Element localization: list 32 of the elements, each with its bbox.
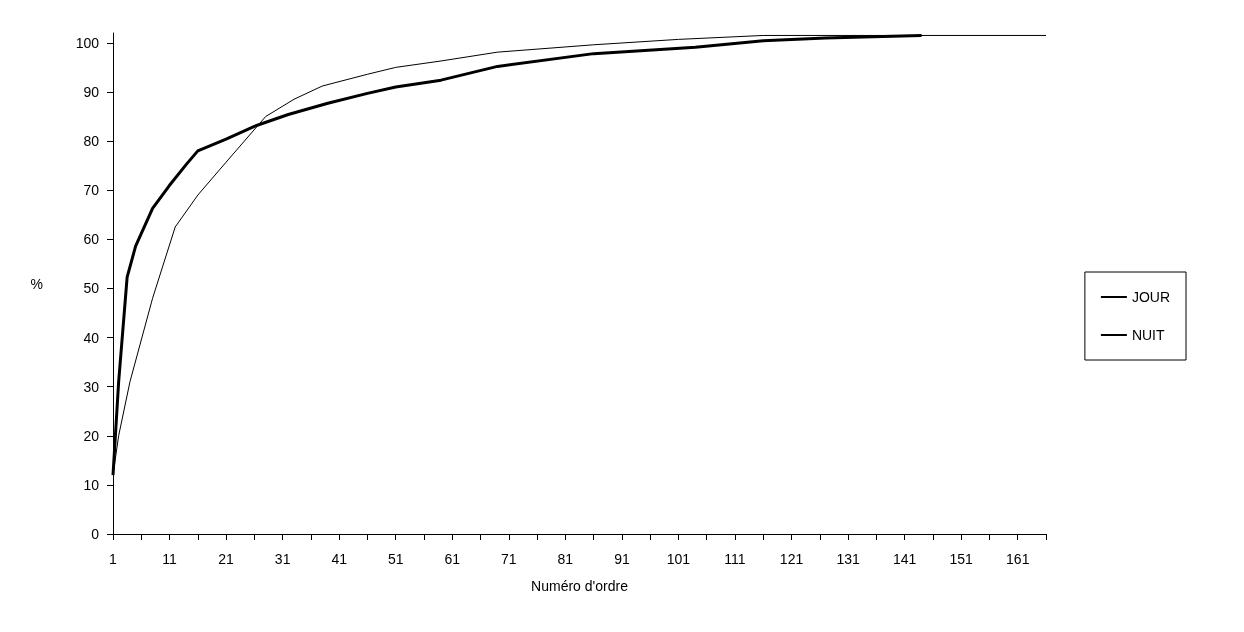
x-tick-label: 141 [892,551,917,567]
x-tick-label: 131 [836,551,860,567]
x-tick-label: 31 [274,551,291,567]
y-tick-label: 20 [83,427,100,444]
legend-label: NUIT [1131,327,1165,343]
x-tick-label: 11 [162,551,178,567]
x-tick-label: 101 [666,551,691,567]
y-axis-title: % [30,275,43,292]
y-tick-label: 90 [83,83,100,100]
x-tick-label: 111 [724,551,746,567]
x-tick-label: 51 [387,551,404,567]
y-tick-label: 50 [83,280,100,297]
y-tick-label: 100 [75,34,100,51]
x-tick-label: 21 [218,551,235,567]
y-tick-label: 0 [91,526,100,542]
legend-label: JOUR [1131,289,1171,305]
x-tick-label: 81 [557,551,574,567]
y-tick-label: 80 [83,133,100,150]
x-tick-label: 71 [501,551,517,567]
y-tick-label: 30 [83,378,100,395]
x-tick-label: 161 [1006,551,1030,567]
x-axis-title: Numéro d'ordre [531,578,629,594]
x-tick-label: 91 [614,551,630,567]
x-tick-label: 1 [109,551,118,567]
y-tick-label: 60 [83,231,100,248]
y-tick-label: 10 [83,476,100,493]
y-tick-label: 70 [83,182,100,199]
y-tick-label: 40 [83,329,100,346]
x-tick-label: 121 [779,551,804,567]
x-tick-label: 151 [949,551,974,567]
x-tick-label: 61 [444,551,461,567]
x-tick-label: 41 [331,551,348,567]
